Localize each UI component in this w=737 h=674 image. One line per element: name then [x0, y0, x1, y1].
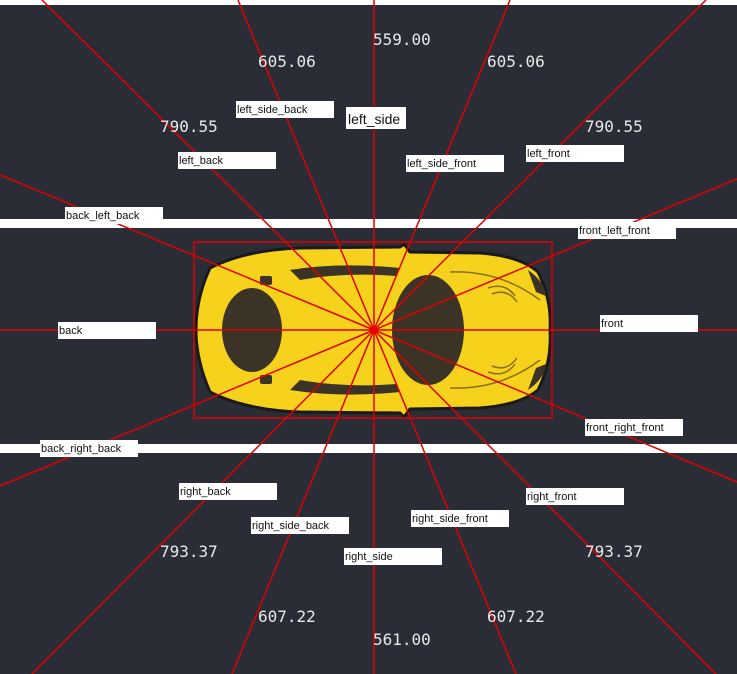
label-left-side: left_side: [348, 111, 400, 127]
label-box-left-side: [346, 107, 406, 129]
label-right-side: right_side: [345, 551, 393, 563]
direction-labels: left_side left_side_back left_back left_…: [40, 101, 698, 565]
label-box-front: [600, 315, 698, 332]
label-back-right-back: back_right_back: [41, 443, 122, 455]
distance-top-inner-left: 605.06: [258, 52, 316, 71]
label-front-left-front: front_left_front: [579, 225, 650, 237]
front-right-bumper: [528, 364, 546, 390]
distance-bottom-outer-right: 793.37: [585, 542, 643, 561]
label-front: front: [601, 318, 623, 330]
lane-marking-bottom: [0, 444, 737, 453]
label-right-side-front: right_side_front: [412, 513, 488, 525]
label-left-side-back: left_side_back: [237, 104, 308, 116]
ray-right-side-front: [373, 329, 517, 674]
distance-bottom-center: 561.00: [373, 630, 431, 649]
front-left-bumper: [528, 270, 546, 296]
label-box-left-side-front: [406, 155, 504, 172]
distance-top-center: 559.00: [373, 30, 431, 49]
label-box-back: [58, 322, 156, 339]
lane-marking-top: [0, 219, 737, 228]
label-box-front-right-front: [585, 419, 683, 436]
hood-vent-left: [487, 285, 518, 303]
ray-left-side-back: [237, 0, 375, 331]
label-box-right-side-back: [251, 517, 349, 534]
label-front-right-front: front_right_front: [586, 422, 664, 434]
label-left-side-front: left_side_front: [407, 158, 476, 170]
label-left-back: left_back: [179, 155, 224, 167]
distance-bottom-outer-left: 793.37: [160, 542, 218, 561]
distance-top-inner-right: 605.06: [487, 52, 545, 71]
label-box-back-right-back: [40, 440, 138, 457]
right-taillight: [260, 375, 272, 384]
distance-top-outer-right: 790.55: [585, 117, 643, 136]
ray-front-left-front: [373, 178, 737, 331]
label-box-left-back: [178, 152, 276, 169]
label-back: back: [59, 325, 83, 337]
distance-readouts: 559.00 605.06 605.06 790.55 790.55 793.3…: [160, 30, 643, 649]
right-side-window: [290, 380, 400, 395]
label-left-front: left_front: [527, 148, 570, 160]
label-box-right-front: [526, 488, 624, 505]
ray-left-front: [373, 0, 707, 331]
label-right-back: right_back: [180, 486, 231, 498]
label-right-front: right_front: [527, 491, 577, 503]
ray-back-right-back: [0, 329, 375, 487]
label-back-left-back: back_left_back: [66, 210, 140, 222]
label-box-right-side-front: [411, 510, 509, 527]
label-box-back-left-back: [65, 207, 163, 224]
distance-bottom-inner-left: 607.22: [258, 607, 316, 626]
distance-top-outer-left: 790.55: [160, 117, 218, 136]
label-right-side-back: right_side_back: [252, 520, 330, 532]
hood-vent-right: [487, 357, 518, 375]
left-taillight: [260, 276, 272, 285]
ray-back-left-back: [0, 174, 375, 331]
label-box-right-back: [179, 483, 277, 500]
ray-right-back: [31, 329, 375, 674]
label-box-front-left-front: [578, 222, 676, 239]
ray-right-side-back: [231, 329, 375, 674]
ray-front-right-front: [373, 329, 737, 483]
distance-bottom-inner-right: 607.22: [487, 607, 545, 626]
left-side-window: [290, 265, 400, 280]
label-box-left-side-back: [236, 101, 334, 118]
label-box-right-side: [344, 548, 442, 565]
label-box-left-front: [526, 145, 624, 162]
